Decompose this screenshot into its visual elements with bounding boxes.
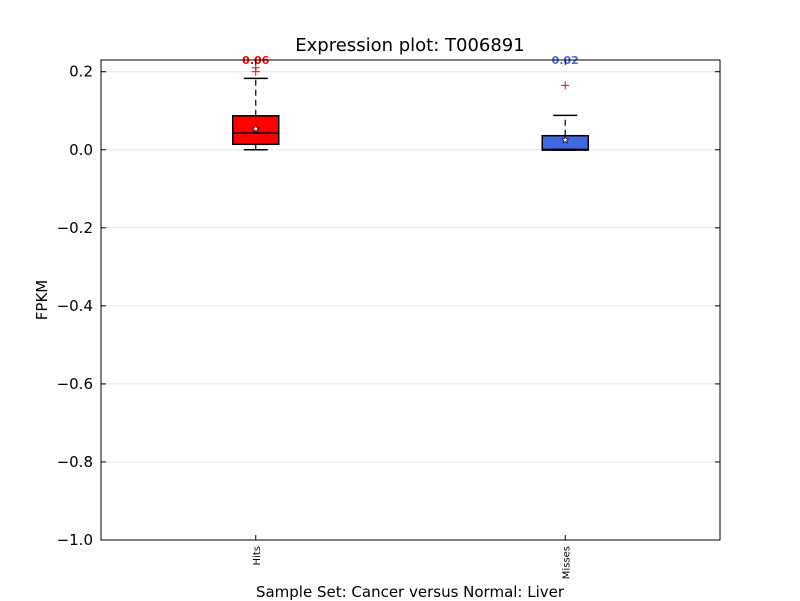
y-tick-label: −0.4 [57,297,93,315]
tick-layer: 0.2 0.0 −0.2 −0.4 −0.6 −0.8 −1.0 Hits Misses [57,60,720,579]
y-tick-label: 0.0 [69,141,93,159]
y-tick-label: −1.0 [57,531,93,549]
box-hits: 0.06 [232,54,280,151]
y-tick-label: −0.2 [57,219,93,237]
chart-title: Expression plot: T006891 [295,35,525,56]
x-tick-label: Misses [561,546,572,579]
x-axis-label: Sample Set: Cancer versus Normal: Liver [255,583,565,601]
plot-frame [100,59,721,541]
y-tick-label: −0.6 [57,375,93,393]
mean-marker [251,124,260,133]
mean-marker [561,135,570,144]
grid-layer [101,71,720,541]
box-layer: 0.06 0.02 [232,54,589,151]
x-tick-label: Hits [252,546,263,565]
box-misses: 0.02 [541,54,589,151]
y-tick-label: −0.8 [57,453,93,471]
y-tick-label: 0.2 [69,63,93,81]
